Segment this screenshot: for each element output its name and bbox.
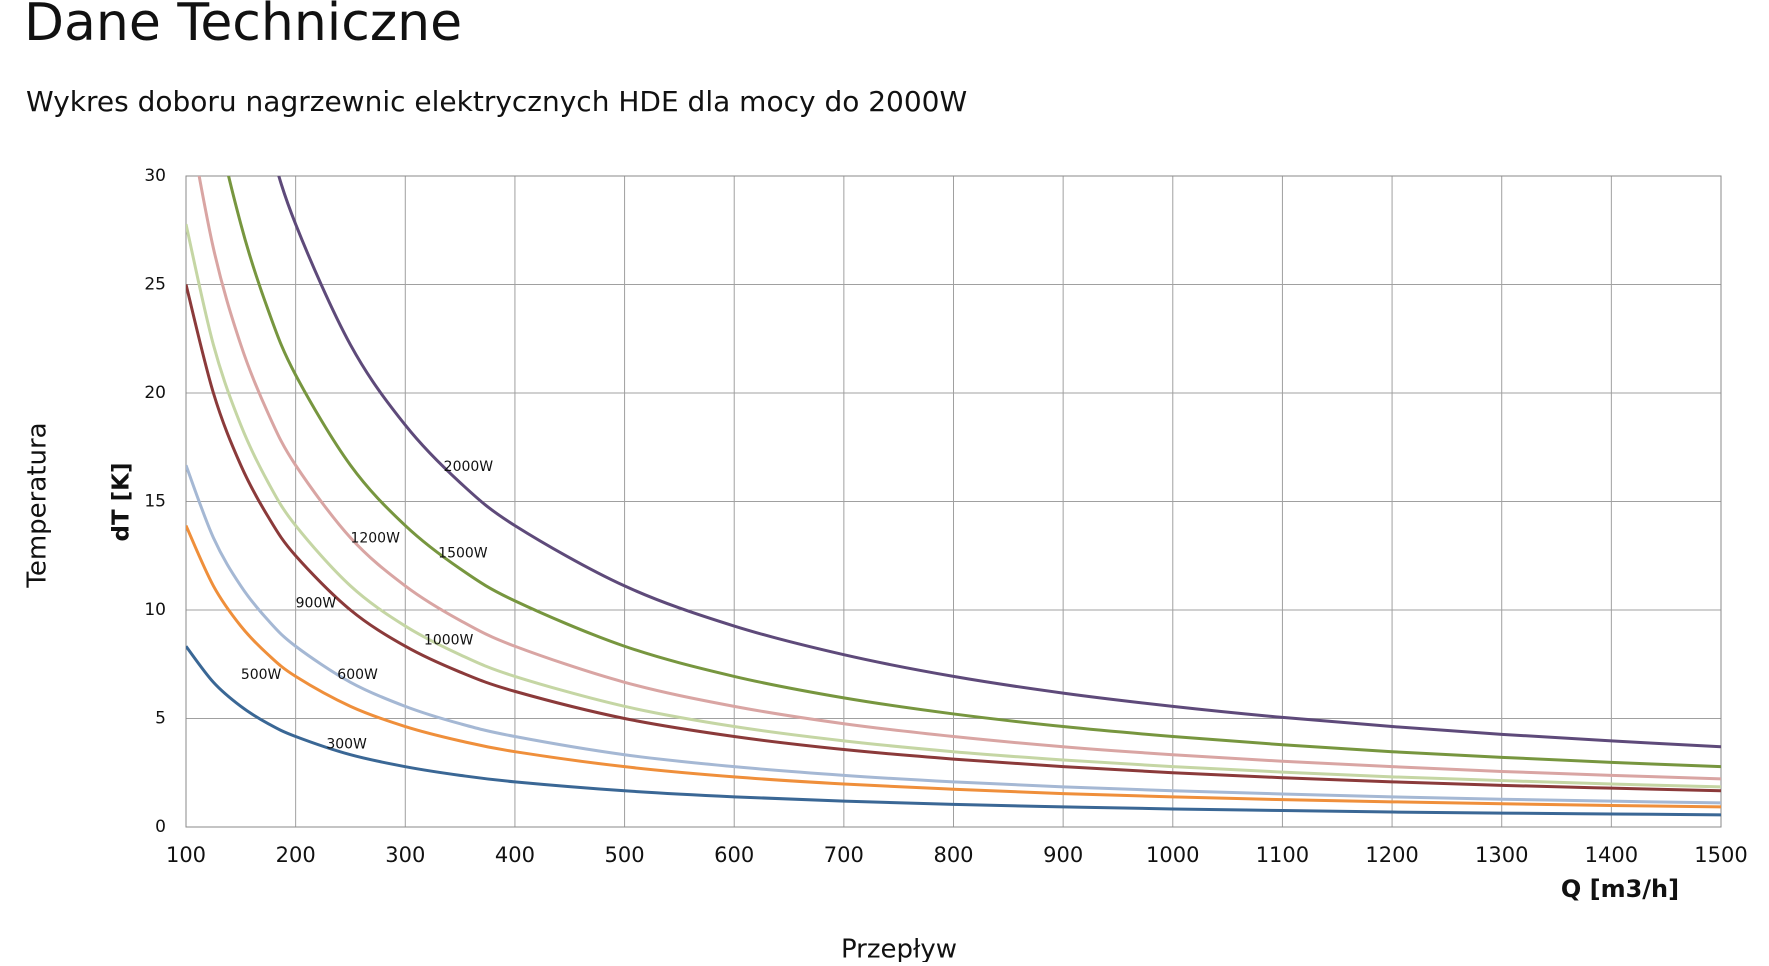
series-line: [277, 176, 1721, 749]
y-tick-label: 0: [155, 817, 166, 837]
x-tick-label: 100: [166, 843, 206, 867]
series-label: 500W: [241, 667, 282, 683]
y-axis-title: Temperatura: [23, 422, 53, 588]
x-tick-label: 1100: [1256, 843, 1309, 867]
x-tick-label: 200: [276, 843, 316, 867]
plot-border: [185, 175, 1722, 828]
series-label: 1200W: [350, 530, 400, 546]
page-title: Dane Techniczne: [24, 0, 462, 53]
x-axis-title: Przepływ: [841, 935, 957, 963]
series-label: 600W: [337, 667, 378, 683]
chart-subtitle: Wykres doboru nagrzewnic elektrycznych H…: [26, 85, 967, 118]
y-tick-label: 25: [144, 275, 166, 295]
plot-area: [186, 176, 1721, 817]
x-tick-label: 800: [933, 843, 973, 867]
x-tick-label: 1200: [1365, 843, 1418, 867]
series-line: [186, 464, 1721, 805]
series-line: [186, 284, 1721, 793]
x-tick-label: 1500: [1694, 843, 1747, 867]
series-label: 1000W: [424, 632, 474, 648]
x-tick-label: 1400: [1585, 843, 1638, 867]
series-label: 900W: [296, 595, 337, 611]
y-tick-label: 30: [144, 166, 166, 186]
x-axis-label: Q [m3/h]: [1561, 875, 1679, 903]
x-tick-label: 500: [605, 843, 645, 867]
series-label: 1500W: [438, 546, 488, 562]
series-line: [186, 223, 1721, 789]
series-label: 300W: [326, 737, 367, 753]
series-line: [186, 645, 1721, 817]
y-tick-label: 10: [144, 600, 166, 620]
y-axis-label: dT [K]: [109, 462, 135, 541]
series-line: [186, 524, 1721, 809]
x-tick-label: 900: [1043, 843, 1083, 867]
x-tick-label: 1300: [1475, 843, 1528, 867]
y-tick-label: 5: [155, 709, 166, 729]
x-tick-label: 600: [714, 843, 754, 867]
x-tick-label: 1000: [1146, 843, 1199, 867]
x-tick-label: 300: [385, 843, 425, 867]
series-line: [197, 176, 1721, 781]
x-tick-label: 700: [824, 843, 864, 867]
x-tick-label: 400: [495, 843, 535, 867]
series-line: [227, 176, 1721, 769]
y-tick-label: 15: [144, 492, 166, 512]
series-label: 2000W: [444, 459, 494, 475]
y-tick-label: 20: [144, 383, 166, 403]
